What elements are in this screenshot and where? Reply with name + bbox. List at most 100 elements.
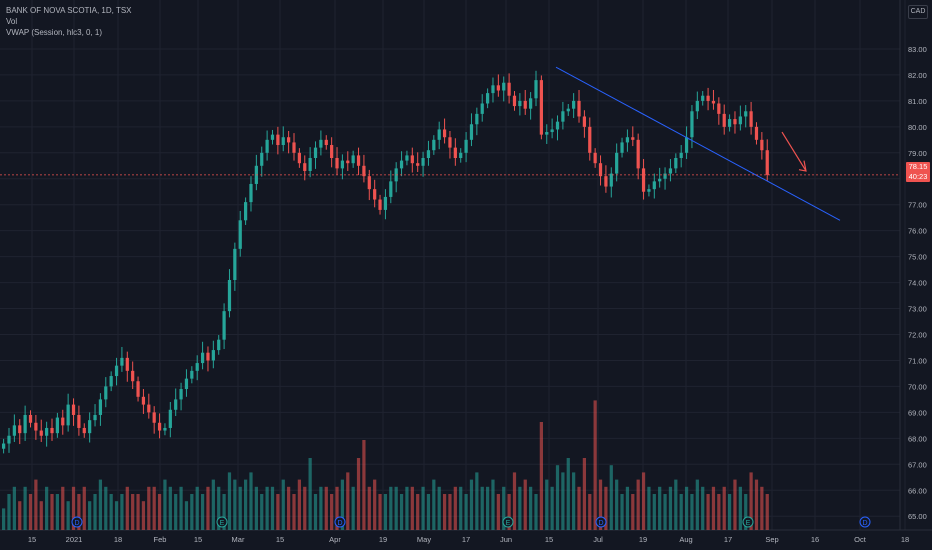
volume-bar (324, 486, 328, 530)
volume-bar (297, 479, 301, 530)
volume-bar (534, 494, 538, 530)
volume-bar (55, 494, 60, 530)
volume-bar (405, 486, 409, 530)
volume-bar (93, 494, 97, 530)
volume-bar (313, 494, 318, 530)
price-tick-label: 65.00 (908, 512, 927, 521)
candle-body (23, 414, 27, 434)
candle-body (222, 311, 226, 340)
time-tick-label: May (417, 535, 431, 544)
volume-bar (362, 440, 366, 530)
earnings-marker: E (216, 516, 228, 528)
volume-bar (222, 494, 226, 530)
candle-body (529, 98, 533, 109)
candle-body (340, 160, 345, 169)
volume-bar (152, 486, 156, 530)
currency-badge[interactable]: CAD (908, 5, 928, 19)
time-tick-label: Oct (854, 535, 867, 544)
volume-bar (82, 486, 86, 530)
volume-bar (136, 494, 140, 530)
candle-body (362, 165, 366, 177)
candle-body (211, 350, 215, 361)
volume-bar (179, 486, 183, 530)
volume-bar (120, 494, 124, 530)
volume-bar (410, 486, 414, 530)
volume-bar (45, 486, 49, 530)
time-tick-label: 19 (639, 535, 647, 544)
volume-bar (518, 486, 522, 530)
svg-text:D: D (862, 520, 867, 527)
price-tick-label: 74.00 (908, 279, 927, 288)
svg-text:D: D (337, 520, 342, 527)
candle-body (313, 147, 318, 158)
volume-bar (61, 486, 65, 530)
candle-body (157, 422, 162, 431)
volume-bar (270, 486, 275, 530)
svg-text:D: D (598, 520, 603, 527)
candle-body (319, 139, 323, 148)
candle-body (163, 427, 167, 431)
volume-bar (496, 494, 500, 530)
time-tick-label: Jun (500, 535, 512, 544)
candle-body (459, 152, 463, 158)
candle-body (66, 404, 70, 426)
price-tick-label: 72.00 (908, 331, 927, 340)
volume-bar (23, 486, 27, 530)
candle-body (496, 85, 500, 91)
volume-bar (356, 458, 361, 530)
price-tick-label: 71.00 (908, 356, 927, 365)
candle-body (93, 414, 97, 421)
volume-bar (141, 501, 146, 530)
candle-body (652, 181, 656, 190)
volume-bar (383, 494, 388, 530)
candle-body (442, 129, 447, 138)
time-axis[interactable]: 15 2021 18 Feb 15 Mar 15 Apr 19 May 17 Jun 15 Jul 19 Au… (28, 535, 909, 544)
volume-bar (28, 494, 33, 530)
candle-body (335, 158, 339, 169)
candle-body (39, 430, 43, 436)
candle-body (668, 168, 673, 174)
candle-body (421, 158, 425, 166)
candle-body (297, 152, 301, 164)
candle-body (12, 425, 16, 436)
candle-body (270, 134, 275, 140)
candle-body (18, 425, 22, 434)
candle-body (582, 116, 587, 127)
candle-body (491, 85, 495, 94)
candle-body (303, 163, 307, 171)
candle-body (523, 100, 527, 109)
volume-bar (249, 472, 253, 530)
symbol-title[interactable]: BANK OF NOVA SCOTIA, 1D, TSX (6, 6, 132, 15)
candle-body (604, 176, 608, 187)
candle-body (754, 126, 759, 140)
volume-bar (416, 494, 420, 530)
volume-bar (66, 501, 70, 530)
time-tick-label: 15 (276, 535, 284, 544)
svg-text:E: E (220, 520, 225, 527)
candle-body (507, 82, 511, 96)
time-tick-label: 2021 (66, 535, 83, 544)
volume-bar (539, 422, 543, 530)
candle-body (152, 412, 156, 423)
volume-bar (389, 486, 393, 530)
candle-body (308, 158, 312, 171)
volume-bar (674, 479, 678, 530)
volume-bar (163, 479, 167, 530)
candle-body (55, 417, 60, 434)
earnings-marker: E (742, 516, 754, 528)
volume-bar (265, 486, 269, 530)
volume-bar (367, 486, 371, 530)
candle-body (545, 132, 549, 135)
volume-bar (292, 494, 296, 530)
volume-indicator-label[interactable]: Vol (6, 17, 18, 26)
candle-body (717, 103, 721, 114)
candle-body (141, 396, 146, 405)
candle-body (765, 150, 769, 175)
volume-bar (109, 494, 113, 530)
vwap-indicator-label[interactable]: VWAP (Session, hlc3, 0, 1) (6, 28, 103, 37)
candle-body (722, 113, 726, 127)
svg-text:D: D (74, 520, 79, 527)
volume-bar (184, 501, 189, 530)
